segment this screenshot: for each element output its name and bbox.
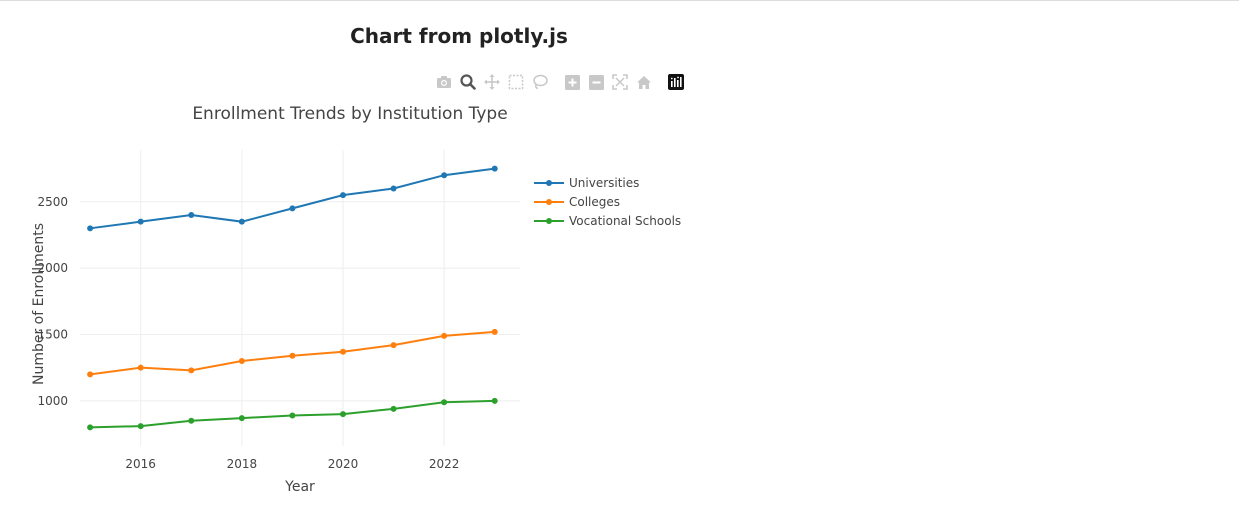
series-line[interactable] (89, 167, 495, 230)
x-tick-labels: 2016 2018 2020 2022 (125, 457, 459, 471)
data-point[interactable] (339, 192, 346, 199)
x-tick-label: 2016 (125, 457, 156, 471)
data-point[interactable] (390, 405, 397, 412)
series-universities[interactable] (87, 165, 498, 232)
legend-marker (546, 218, 552, 224)
zoom-icon[interactable] (460, 74, 476, 90)
y-tick-label: 1000 (37, 394, 68, 408)
data-point[interactable] (441, 332, 448, 339)
data-point[interactable] (137, 364, 144, 371)
series-colleges[interactable] (87, 328, 498, 378)
modebar (436, 72, 692, 92)
data-point[interactable] (87, 371, 94, 378)
data-point[interactable] (390, 342, 397, 349)
data-point[interactable] (339, 411, 346, 418)
legend-item[interactable]: Vocational Schools (534, 214, 681, 228)
legend-label: Vocational Schools (569, 214, 681, 228)
y-tick-label: 2000 (37, 261, 68, 275)
camera-icon[interactable] (436, 74, 452, 90)
data-point[interactable] (289, 352, 296, 359)
legend-label: Universities (569, 176, 639, 190)
data-point[interactable] (188, 417, 195, 424)
data-point[interactable] (390, 185, 397, 192)
top-border (0, 0, 1239, 1)
data-point[interactable] (491, 397, 498, 404)
x-tick-label: 2020 (328, 457, 359, 471)
series-vocational-schools[interactable] (87, 397, 498, 431)
lasso-select-icon[interactable] (532, 74, 548, 90)
data-point[interactable] (491, 328, 498, 335)
data-point[interactable] (238, 358, 245, 365)
data-point[interactable] (87, 225, 94, 232)
plotly-logo-icon[interactable] (668, 74, 684, 90)
zoom-out-icon[interactable] (588, 74, 604, 90)
data-point[interactable] (188, 367, 195, 374)
x-axis-title: Year (284, 479, 315, 495)
legend-item[interactable]: Colleges (534, 195, 620, 209)
reset-axes-icon[interactable] (636, 74, 652, 90)
legend[interactable]: Universities Colleges Vocational Schools (534, 176, 681, 228)
y-tick-label: 1500 (37, 328, 68, 342)
legend-marker (546, 180, 552, 186)
data-point[interactable] (238, 218, 245, 225)
data-point[interactable] (137, 218, 144, 225)
chart: Enrollment Trends by Institution Type 10… (31, 104, 681, 495)
data-point[interactable] (87, 424, 94, 431)
box-select-icon[interactable] (508, 74, 524, 90)
page-title: Chart from plotly.js (350, 24, 568, 48)
data-point[interactable] (441, 172, 448, 179)
series-lines[interactable] (87, 165, 498, 431)
data-point[interactable] (339, 348, 346, 355)
legend-item[interactable]: Universities (534, 176, 639, 190)
y-tick-label: 2500 (37, 195, 68, 209)
y-tick-labels: 1000 1500 2000 2500 (37, 195, 68, 408)
data-point[interactable] (289, 412, 296, 419)
data-point[interactable] (441, 399, 448, 406)
data-point[interactable] (289, 205, 296, 212)
data-point[interactable] (188, 212, 195, 219)
legend-marker (546, 199, 552, 205)
zoom-in-icon[interactable] (564, 74, 580, 90)
autoscale-icon[interactable] (612, 74, 628, 90)
chart-title: Enrollment Trends by Institution Type (192, 104, 507, 124)
data-point[interactable] (137, 423, 144, 430)
data-point[interactable] (491, 165, 498, 172)
y-axis-title: Number of Enrollments (31, 223, 47, 385)
pan-icon[interactable] (484, 74, 500, 90)
x-tick-label: 2018 (227, 457, 258, 471)
x-tick-label: 2022 (429, 457, 460, 471)
legend-label: Colleges (569, 195, 620, 209)
data-point[interactable] (238, 415, 245, 422)
